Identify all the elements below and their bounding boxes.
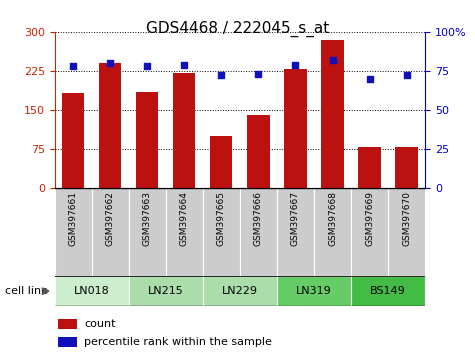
Bar: [247, 115, 269, 188]
Bar: [322, 40, 343, 188]
Bar: [55, 276, 129, 306]
Text: BS149: BS149: [370, 286, 406, 296]
Text: count: count: [84, 319, 116, 329]
Point: [403, 73, 410, 78]
Point: [143, 63, 151, 69]
Text: GDS4468 / 222045_s_at: GDS4468 / 222045_s_at: [146, 21, 329, 38]
Text: LN229: LN229: [222, 286, 258, 296]
Bar: [92, 188, 129, 276]
Text: GSM397665: GSM397665: [217, 191, 226, 246]
Text: LN319: LN319: [296, 286, 332, 296]
Point: [69, 63, 77, 69]
Bar: [388, 188, 425, 276]
Bar: [351, 276, 425, 306]
Bar: [58, 337, 77, 347]
Text: GSM397670: GSM397670: [402, 191, 411, 246]
Text: GSM397667: GSM397667: [291, 191, 300, 246]
Bar: [166, 188, 203, 276]
Bar: [203, 188, 240, 276]
Point: [366, 76, 373, 81]
Bar: [129, 188, 166, 276]
Bar: [203, 276, 277, 306]
Point: [106, 60, 114, 66]
Bar: [277, 276, 351, 306]
Text: LN215: LN215: [148, 286, 184, 296]
Bar: [396, 147, 418, 188]
Bar: [277, 188, 314, 276]
Bar: [55, 188, 92, 276]
Point: [255, 71, 262, 77]
Point: [329, 57, 336, 63]
Text: GSM397666: GSM397666: [254, 191, 263, 246]
Text: GSM397669: GSM397669: [365, 191, 374, 246]
Text: GSM397661: GSM397661: [69, 191, 77, 246]
Text: LN018: LN018: [74, 286, 110, 296]
Bar: [314, 188, 351, 276]
Point: [180, 62, 188, 67]
Text: GSM397668: GSM397668: [328, 191, 337, 246]
Text: percentile rank within the sample: percentile rank within the sample: [84, 337, 272, 347]
Text: GSM397662: GSM397662: [106, 191, 114, 246]
Bar: [58, 319, 77, 329]
Bar: [351, 188, 388, 276]
Bar: [173, 73, 195, 188]
Bar: [99, 63, 121, 188]
Bar: [210, 136, 232, 188]
Bar: [240, 188, 277, 276]
Point: [218, 73, 225, 78]
Bar: [285, 69, 306, 188]
Bar: [62, 93, 84, 188]
Bar: [136, 92, 158, 188]
Point: [292, 62, 299, 67]
Bar: [129, 276, 203, 306]
Bar: [359, 147, 380, 188]
Text: cell line: cell line: [5, 286, 48, 296]
Text: GSM397663: GSM397663: [143, 191, 152, 246]
Text: GSM397664: GSM397664: [180, 191, 189, 246]
